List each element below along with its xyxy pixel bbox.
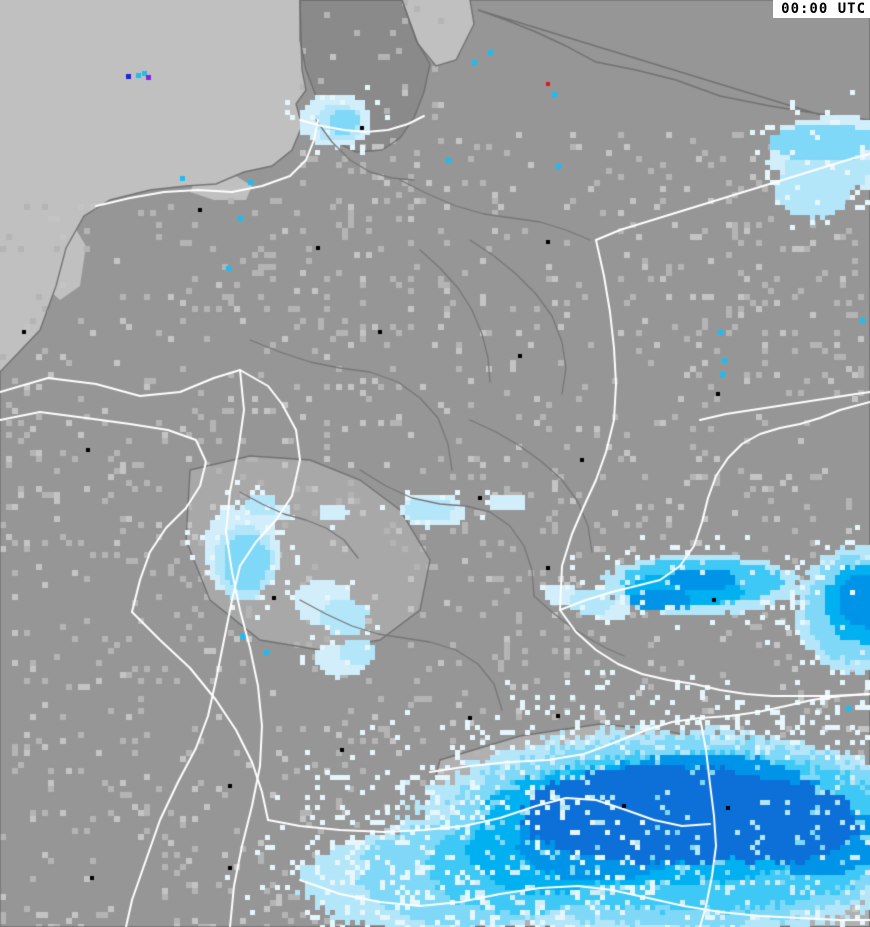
timestamp-label: 00:00 UTC bbox=[773, 0, 870, 18]
